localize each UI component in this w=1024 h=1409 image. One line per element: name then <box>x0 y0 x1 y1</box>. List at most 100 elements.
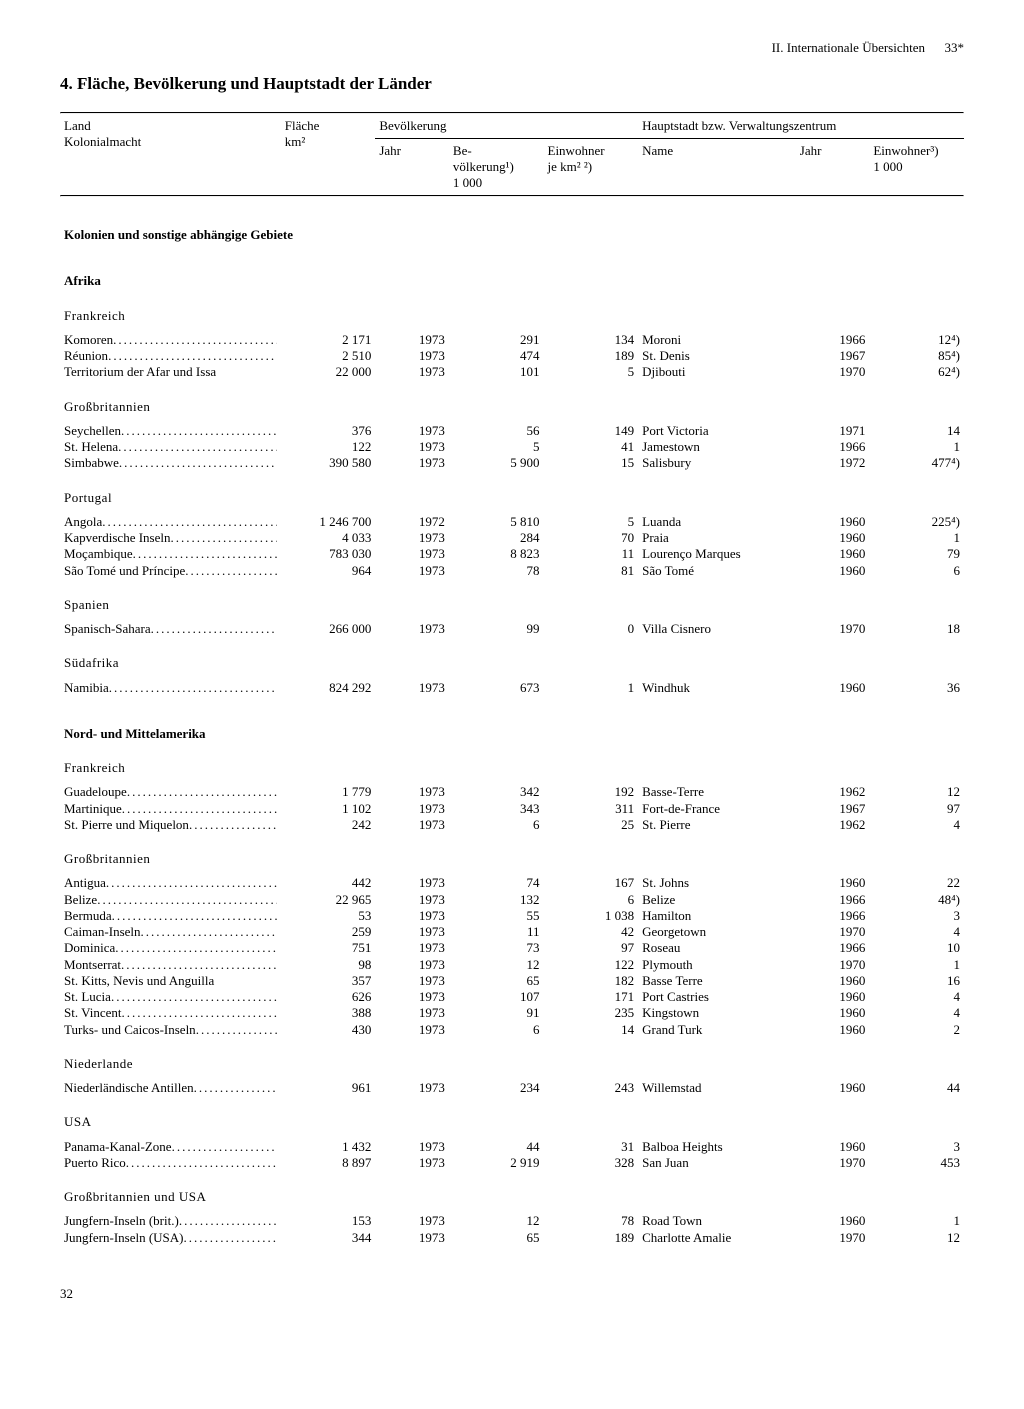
capital-cell: Luanda <box>638 514 796 530</box>
cap-inh-cell: 4 <box>869 1005 964 1021</box>
region-heading: Nord- und Mittelamerika <box>60 726 964 742</box>
pop-year-cell: 1973 <box>375 563 449 579</box>
footer-page: 32 <box>60 1286 964 1302</box>
dens-cell: 1 <box>544 680 639 696</box>
cap-inh-cell: 6 <box>869 563 964 579</box>
cap-inh-cell: 453 <box>869 1155 964 1171</box>
capital-cell: Moroni <box>638 332 796 348</box>
table-row: Niederländische Antillen 9611973234243Wi… <box>60 1080 964 1096</box>
pop-year-cell: 1973 <box>375 1155 449 1171</box>
cap-year-cell: 1962 <box>796 817 870 833</box>
table-row: Spanisch-Sahara 266 0001973990Villa Cisn… <box>60 621 964 637</box>
dens-cell: 171 <box>544 989 639 1005</box>
cap-inh-cell: 18 <box>869 621 964 637</box>
cap-inh-cell: 225⁴) <box>869 514 964 530</box>
dens-cell: 11 <box>544 546 639 562</box>
cap-year-cell: 1970 <box>796 364 870 380</box>
pop-cell: 91 <box>449 1005 544 1021</box>
pop-year-cell: 1973 <box>375 1139 449 1155</box>
pop-cell: 343 <box>449 801 544 817</box>
country-name: Komoren <box>60 332 281 348</box>
country-name: St. Vincent <box>60 1005 281 1021</box>
table-row: Moçambique 783 03019738 82311Lourenço Ma… <box>60 546 964 562</box>
area-cell: 430 <box>281 1022 376 1038</box>
capital-cell: Jamestown <box>638 439 796 455</box>
cap-year-cell: 1970 <box>796 924 870 940</box>
country-name: Namibia <box>60 680 281 696</box>
pop-year-cell: 1973 <box>375 940 449 956</box>
cap-year-cell: 1966 <box>796 892 870 908</box>
dens-cell: 97 <box>544 940 639 956</box>
dens-cell: 42 <box>544 924 639 940</box>
country-name: Réunion <box>60 348 281 364</box>
pop-cell: 56 <box>449 423 544 439</box>
capital-cell: Road Town <box>638 1213 796 1229</box>
area-cell: 1 102 <box>281 801 376 817</box>
area-cell: 964 <box>281 563 376 579</box>
country-name: Caiman-Inseln <box>60 924 281 940</box>
pop-year-cell: 1972 <box>375 514 449 530</box>
cap-year-cell: 1960 <box>796 989 870 1005</box>
pop-year-cell: 1973 <box>375 973 449 989</box>
country-name: Moçambique <box>60 546 281 562</box>
cap-inh-cell: 36 <box>869 680 964 696</box>
cap-year-cell: 1966 <box>796 940 870 956</box>
area-cell: 4 033 <box>281 530 376 546</box>
table-body: Kolonien und sonstige abhängige GebieteA… <box>60 195 964 1246</box>
table-row: Namibia 824 29219736731Windhuk196036 <box>60 680 964 696</box>
dens-cell: 41 <box>544 439 639 455</box>
area-cell: 8 897 <box>281 1155 376 1171</box>
capital-cell: Willemstad <box>638 1080 796 1096</box>
table-row: Bermuda 531973551 038Hamilton19663 <box>60 908 964 924</box>
area-cell: 122 <box>281 439 376 455</box>
dens-cell: 6 <box>544 892 639 908</box>
pop-cell: 12 <box>449 957 544 973</box>
country-name: Spanisch-Sahara <box>60 621 281 637</box>
cap-year-cell: 1966 <box>796 332 870 348</box>
table-row: Guadeloupe 1 7791973342192Basse-Terre196… <box>60 784 964 800</box>
dens-cell: 78 <box>544 1213 639 1229</box>
pop-cell: 12 <box>449 1213 544 1229</box>
pop-cell: 673 <box>449 680 544 696</box>
table-row: Montserrat 98197312122Plymouth19701 <box>60 957 964 973</box>
pop-cell: 284 <box>449 530 544 546</box>
area-cell: 1 246 700 <box>281 514 376 530</box>
cap-year-cell: 1960 <box>796 514 870 530</box>
dens-cell: 1 038 <box>544 908 639 924</box>
cap-inh-cell: 22 <box>869 875 964 891</box>
capital-cell: Port Castries <box>638 989 796 1005</box>
col-country: Land <box>64 118 91 133</box>
pop-cell: 5 810 <box>449 514 544 530</box>
cap-inh-cell: 79 <box>869 546 964 562</box>
capital-cell: Basse Terre <box>638 973 796 989</box>
cap-year-cell: 1960 <box>796 875 870 891</box>
country-name: Dominica <box>60 940 281 956</box>
pop-cell: 234 <box>449 1080 544 1096</box>
pop-cell: 11 <box>449 924 544 940</box>
table-row: Réunion 2 5101973474189St. Denis196785⁴) <box>60 348 964 364</box>
cap-inh-cell: 1 <box>869 530 964 546</box>
cap-inh-cell: 62⁴) <box>869 364 964 380</box>
section-title: 4. Fläche, Bevölkerung und Hauptstadt de… <box>60 74 964 94</box>
country-name: Angola <box>60 514 281 530</box>
area-cell: 98 <box>281 957 376 973</box>
table-row: St. Kitts, Nevis und Anguilla35719736518… <box>60 973 964 989</box>
pop-cell: 65 <box>449 973 544 989</box>
pop-year-cell: 1973 <box>375 364 449 380</box>
dens-cell: 192 <box>544 784 639 800</box>
col-country-sub: Kolonialmacht <box>64 134 141 149</box>
capital-cell: Hamilton <box>638 908 796 924</box>
dens-cell: 70 <box>544 530 639 546</box>
pop-year-cell: 1973 <box>375 1230 449 1246</box>
dens-cell: 81 <box>544 563 639 579</box>
country-name: Kapverdische Inseln <box>60 530 281 546</box>
power-heading: Frankreich <box>60 760 964 776</box>
cap-year-cell: 1970 <box>796 621 870 637</box>
cap-year-cell: 1972 <box>796 455 870 471</box>
cap-inh-cell: 12⁴) <box>869 332 964 348</box>
country-name: São Tomé und Príncipe <box>60 563 281 579</box>
country-name: St. Kitts, Nevis und Anguilla <box>60 973 281 989</box>
pop-cell: 107 <box>449 989 544 1005</box>
pop-cell: 8 823 <box>449 546 544 562</box>
capital-cell: St. Denis <box>638 348 796 364</box>
